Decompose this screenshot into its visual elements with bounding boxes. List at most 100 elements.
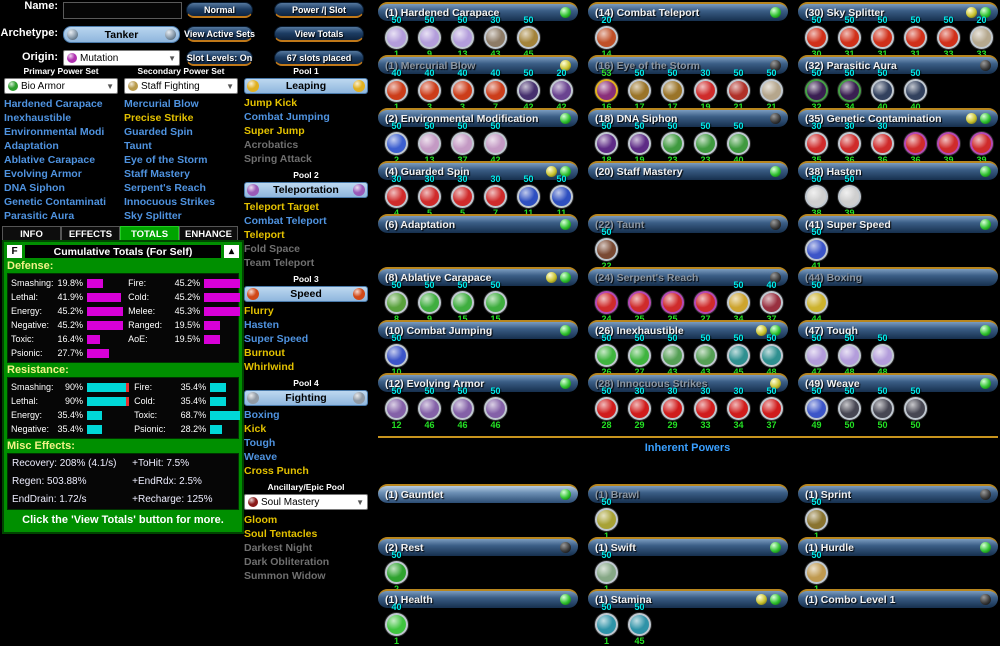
- power-bar-dna-siphon[interactable]: (18) DNA Siphon: [588, 108, 788, 127]
- enhancement-slot[interactable]: 39: [932, 122, 965, 165]
- enhancement-slot[interactable]: 50 27: [623, 334, 656, 377]
- enhancement-slot[interactable]: 50 49: [800, 387, 833, 430]
- secondary-set-dropdown[interactable]: Staff Fighting ▼: [124, 78, 238, 94]
- enhancement-slot[interactable]: 36: [899, 122, 932, 165]
- enhancement-slot[interactable]: 501: [800, 551, 833, 594]
- origin-dropdown[interactable]: Mutation ▼: [63, 50, 180, 66]
- power-bar-stamina[interactable]: (1) Stamina: [588, 589, 788, 608]
- power-bar-health[interactable]: (1) Health: [378, 589, 578, 608]
- power-bar-weave[interactable]: (49) Weave: [798, 373, 998, 392]
- enhancement-slot[interactable]: 50 28: [590, 387, 623, 430]
- secondary-power-eye-of-the-storm[interactable]: Eye of the Storm: [124, 154, 208, 166]
- enhancement-slot[interactable]: 501: [590, 551, 623, 594]
- power-bar-serpent-s-reach[interactable]: (24) Serpent's Reach: [588, 267, 788, 286]
- power-bar-super-speed[interactable]: (41) Super Speed: [798, 214, 998, 233]
- enhancement-slot[interactable]: 50 44: [800, 281, 833, 324]
- enhancement-slot[interactable]: 50 23: [656, 122, 689, 165]
- pool2-power-teleport[interactable]: Teleport: [244, 229, 285, 241]
- enhancement-slot[interactable]: 30 33: [689, 387, 722, 430]
- enhancement-slot[interactable]: 50 13: [446, 16, 479, 59]
- pool4-power-boxing[interactable]: Boxing: [244, 409, 280, 421]
- enhancement-slot[interactable]: 40 3: [446, 69, 479, 112]
- pool2-power-teleport-target[interactable]: Teleport Target: [244, 201, 319, 213]
- pool1-power-super-jump[interactable]: Super Jump: [244, 125, 305, 137]
- epic-power-darkest-night[interactable]: Darkest Night: [244, 542, 313, 554]
- enhancement-slot[interactable]: 50 46: [413, 387, 446, 430]
- enhancement-slot[interactable]: 50 21: [755, 69, 788, 112]
- enhancement-slot[interactable]: 50 21: [722, 69, 755, 112]
- pool4-power-tough[interactable]: Tough: [244, 437, 276, 449]
- enhancement-slot[interactable]: 40 3: [413, 69, 446, 112]
- primary-power-ablative-carapace[interactable]: Ablative Carapace: [4, 154, 96, 166]
- power-bar-swift[interactable]: (1) Swift: [588, 537, 788, 556]
- power-bar-rest[interactable]: (2) Rest: [378, 537, 578, 556]
- enhancement-slot[interactable]: 50 48: [833, 334, 866, 377]
- enhancement-slot[interactable]: 30 29: [623, 387, 656, 430]
- secondary-power-sky-splitter[interactable]: Sky Splitter: [124, 210, 182, 222]
- enhancement-slot[interactable]: 39: [965, 122, 998, 165]
- pool4-power-weave[interactable]: Weave: [244, 451, 278, 463]
- enhancement-slot[interactable]: 50 37: [755, 387, 788, 430]
- enhancement-slot[interactable]: 50 30: [800, 16, 833, 59]
- power-bar-combo-level-1[interactable]: (1) Combo Level 1: [798, 589, 998, 608]
- power-bar-brawl[interactable]: (1) Brawl: [588, 484, 788, 503]
- power-bar-mercurial-blow[interactable]: (1) Mercurial Blow: [378, 55, 578, 74]
- pool1-power-spring-attack[interactable]: Spring Attack: [244, 153, 312, 165]
- enhancement-slot[interactable]: 27: [689, 281, 722, 324]
- pool3-power-hasten[interactable]: Hasten: [244, 319, 280, 331]
- enhancement-slot[interactable]: 50 31: [866, 16, 899, 59]
- primary-power-hardened-carapace[interactable]: Hardened Carapace: [4, 98, 103, 110]
- primary-power-adaptation[interactable]: Adaptation: [4, 140, 59, 152]
- enhancement-slot[interactable]: 50 46: [446, 387, 479, 430]
- enhancement-slot[interactable]: 50 9: [413, 16, 446, 59]
- enhancement-slot[interactable]: 50 46: [479, 387, 512, 430]
- secondary-power-mercurial-blow[interactable]: Mercurial Blow: [124, 98, 199, 110]
- name-input[interactable]: [63, 2, 182, 19]
- secondary-power-serpent-s-reach[interactable]: Serpent's Reach: [124, 182, 206, 194]
- header-button-67-slots-placed[interactable]: 67 slots placed: [274, 50, 364, 66]
- header-button-normal[interactable]: Normal: [186, 2, 253, 18]
- enhancement-slot[interactable]: 50 43: [689, 334, 722, 377]
- enhancement-slot[interactable]: 50 42: [479, 122, 512, 165]
- power-bar-inexhaustible[interactable]: (26) Inexhaustible: [588, 320, 788, 339]
- power-bar-boxing[interactable]: (44) Boxing: [798, 267, 998, 286]
- tab-totals[interactable]: TOTALS: [120, 226, 179, 242]
- enhancement-slot[interactable]: 50 8: [380, 281, 413, 324]
- enhancement-slot[interactable]: 50 15: [446, 281, 479, 324]
- power-bar-taunt[interactable]: (22) Taunt: [588, 214, 788, 233]
- enhancement-slot[interactable]: 50 17: [623, 69, 656, 112]
- primary-power-genetic-contaminati[interactable]: Genetic Contaminati: [4, 196, 107, 208]
- pool2-power-combat-teleport[interactable]: Combat Teleport: [244, 215, 327, 227]
- enhancement-slot[interactable]: 50 38: [800, 175, 833, 218]
- power-bar-sky-splitter[interactable]: (30) Sky Splitter: [798, 2, 998, 21]
- enhancement-slot[interactable]: 50 50: [899, 387, 932, 430]
- pool3-power-super-speed[interactable]: Super Speed: [244, 333, 309, 345]
- enhancement-slot[interactable]: 20 42: [545, 69, 578, 112]
- primary-power-inexhaustible[interactable]: Inexhaustible: [4, 112, 72, 124]
- pool-header-fighting[interactable]: Fighting: [244, 390, 368, 406]
- epic-pool-dropdown[interactable]: Soul Mastery ▼: [244, 494, 368, 510]
- enhancement-slot[interactable]: 50 45: [722, 334, 755, 377]
- epic-power-gloom[interactable]: Gloom: [244, 514, 278, 526]
- enhancement-slot[interactable]: 502: [380, 551, 413, 594]
- enhancement-slot[interactable]: 50 11: [512, 175, 545, 218]
- enhancement-slot[interactable]: 30 4: [380, 175, 413, 218]
- power-bar-parasitic-aura[interactable]: (32) Parasitic Aura: [798, 55, 998, 74]
- enhancement-slot[interactable]: 50 31: [899, 16, 932, 59]
- power-bar-combat-teleport[interactable]: (14) Combat Teleport: [588, 2, 788, 21]
- enhancement-slot[interactable]: 50 39: [833, 175, 866, 218]
- power-bar-genetic-contamination[interactable]: (35) Genetic Contamination: [798, 108, 998, 127]
- enhancement-slot[interactable]: 40 1: [380, 69, 413, 112]
- enhancement-slot[interactable]: 50 31: [833, 16, 866, 59]
- enhancement-slot[interactable]: 30 19: [689, 69, 722, 112]
- enhancement-slot[interactable]: 50 48: [755, 334, 788, 377]
- enhancement-slot[interactable]: 50 23: [689, 122, 722, 165]
- expand-icon[interactable]: ▴: [224, 245, 239, 258]
- secondary-power-guarded-spin[interactable]: Guarded Spin: [124, 126, 193, 138]
- pool3-power-whirlwind[interactable]: Whirlwind: [244, 361, 295, 373]
